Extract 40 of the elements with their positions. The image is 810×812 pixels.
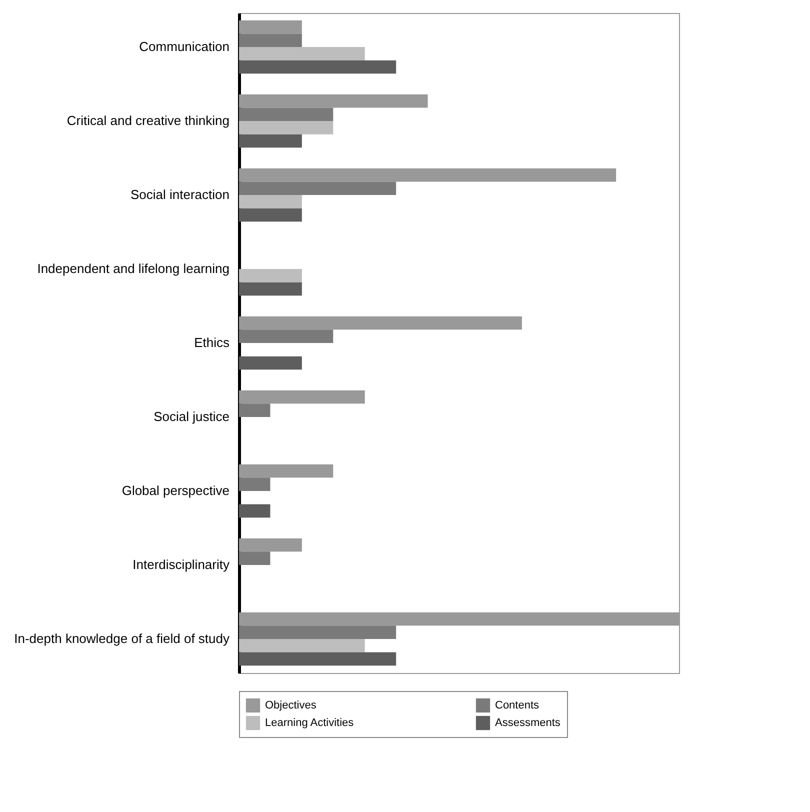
y-tick-label: Social interaction xyxy=(130,187,230,202)
bar xyxy=(239,34,302,48)
y-tick-label: Ethics xyxy=(194,335,230,350)
bar xyxy=(239,282,302,296)
bar xyxy=(239,47,365,60)
legend-label: Contents xyxy=(495,699,540,712)
bar xyxy=(239,356,302,370)
y-tick-label: Critical and creative thinking xyxy=(66,113,230,128)
bar xyxy=(239,195,302,208)
y-tick-label: Communication xyxy=(139,39,230,54)
y-tick-label: Interdisciplinarity xyxy=(132,556,230,572)
bar xyxy=(239,504,270,518)
bar xyxy=(239,538,302,552)
bar xyxy=(239,638,365,652)
bar xyxy=(239,390,365,404)
bar xyxy=(239,60,396,74)
bar xyxy=(239,168,616,182)
bar xyxy=(239,404,270,417)
bar xyxy=(239,182,396,196)
bar xyxy=(239,269,302,282)
y-tick-label: Global perspective xyxy=(122,482,230,498)
bar xyxy=(239,208,302,222)
legend-label: Objectives xyxy=(265,699,317,712)
bar xyxy=(239,330,334,343)
bar xyxy=(239,20,302,34)
legend-label: Assessments xyxy=(495,717,561,729)
bar xyxy=(239,652,396,666)
legend-label: Learning Activities xyxy=(265,717,354,729)
bar xyxy=(239,134,302,148)
bar xyxy=(239,94,428,108)
bar xyxy=(239,121,334,134)
bar xyxy=(239,626,396,639)
y-tick-label: In-depth knowledge of a field of study xyxy=(14,630,230,646)
bar xyxy=(239,464,334,478)
bar xyxy=(239,478,270,491)
bar xyxy=(239,316,522,330)
bar xyxy=(239,108,334,122)
bar xyxy=(239,552,270,565)
y-tick-label: Independent and lifelong learning xyxy=(37,261,230,276)
y-tick-label: Social justice xyxy=(154,408,230,424)
